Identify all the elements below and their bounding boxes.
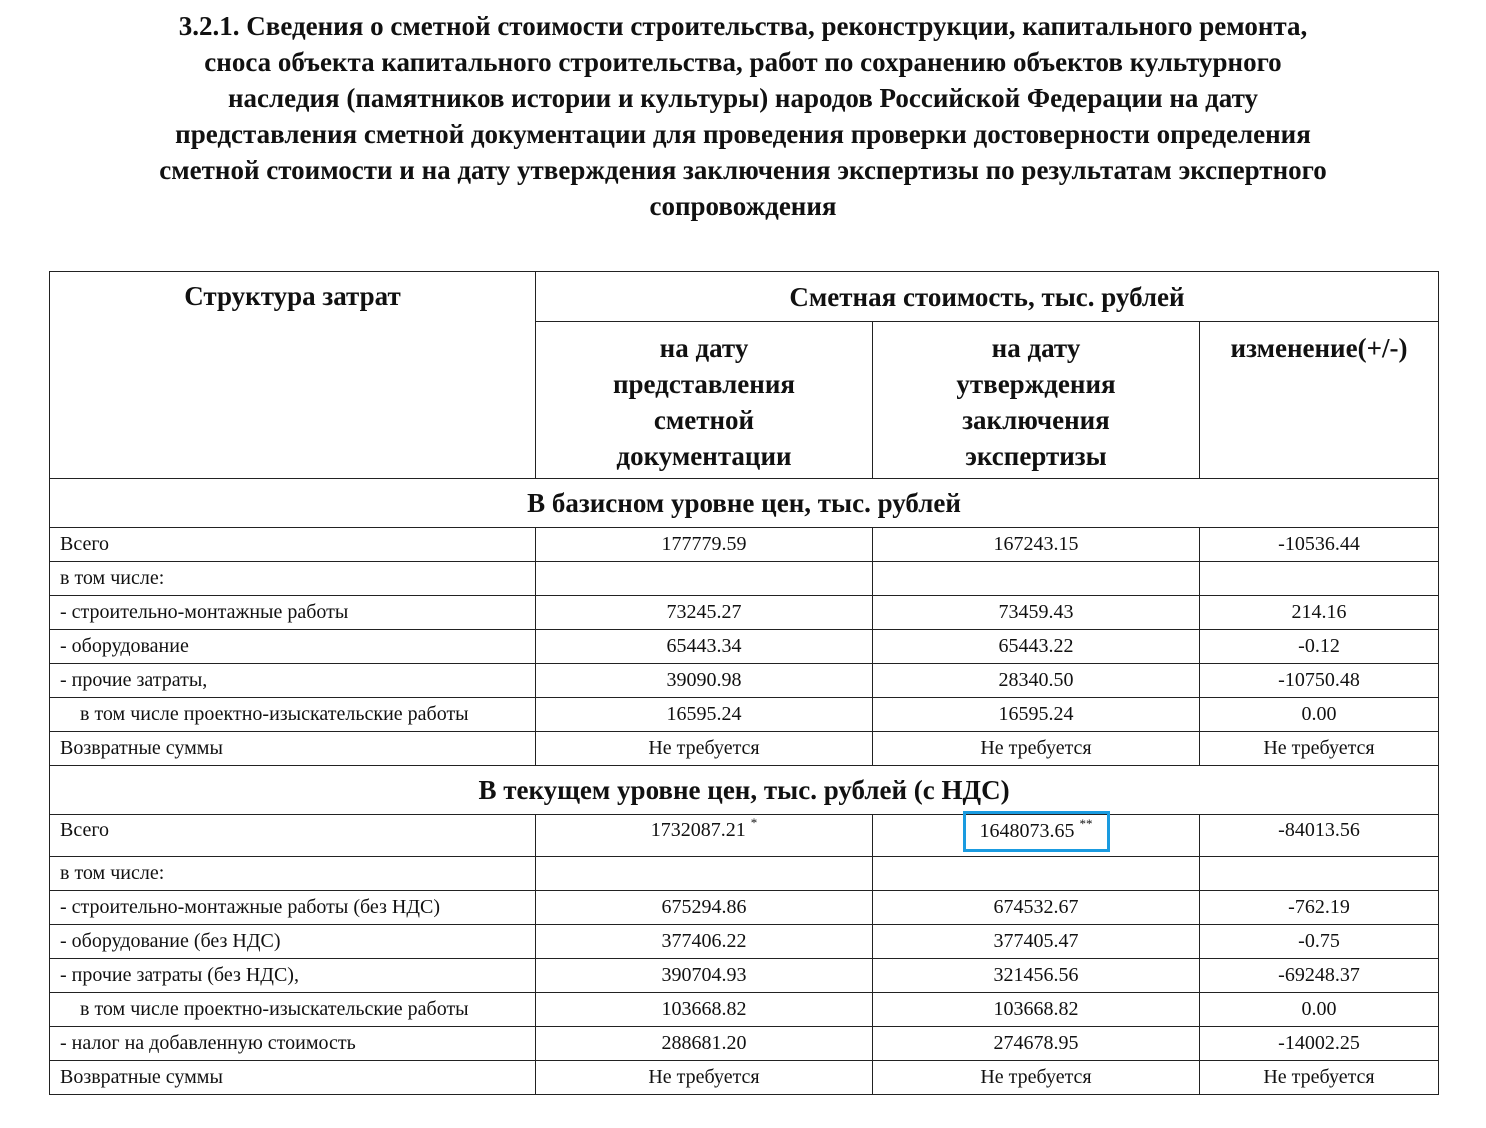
cell-approved: 16595.24 [872, 697, 1200, 732]
cell-change: Не требуется [1198, 1060, 1440, 1095]
cell-approved [872, 561, 1200, 596]
cell-submitted: 103668.82 [535, 992, 873, 1027]
cell-submitted: 39090.98 [535, 663, 873, 698]
cell-submitted: Не требуется [535, 1060, 873, 1095]
cost-table: Структура затрат Сметная стоимость, тыс.… [48, 271, 1440, 1095]
table-row: - строительно-монтажные работы 73245.27 73… [49, 595, 1440, 630]
table-row: - прочие затраты, 39090.98 28340.50 -10750.… [49, 663, 1440, 698]
cell-change: -10536.44 [1198, 527, 1440, 562]
table-row: - оборудование (без НДС) 377406.22 377405.… [49, 924, 1440, 959]
cell-submitted: 377406.22 [535, 924, 873, 959]
cell-submitted [535, 561, 873, 596]
header-approved: на дату утверждения заключения экспертиз… [872, 321, 1200, 479]
cell-approved: 28340.50 [872, 663, 1200, 698]
cell-approved: Не требуется [872, 731, 1200, 766]
cell-submitted: 390704.93 [535, 958, 873, 993]
table-row: Возвратные суммы Не требуется Не требуется… [49, 1060, 1440, 1095]
cell-approved: 274678.95 [872, 1026, 1200, 1061]
cell-submitted: 73245.27 [535, 595, 873, 630]
cell-change: 0.00 [1198, 697, 1440, 732]
section-title: В текущем уровне цен, тыс. рублей (с НДС… [48, 765, 1440, 815]
table-row: - налог на добавленную стоимость 288681.2… [49, 1026, 1440, 1061]
row-label: в том числе проектно-изыскательские рабо… [49, 697, 536, 732]
row-label: - строительно-монтажные работы (без НДС) [49, 890, 536, 925]
cell-submitted: 288681.20 [535, 1026, 873, 1061]
section-header-row: В базисном уровне цен, тыс. рублей [48, 478, 1440, 528]
title-line: сметной стоимости и на дату утверждения … [159, 155, 1327, 185]
row-label: - прочие затраты, [49, 663, 536, 698]
row-label: - прочие затраты (без НДС), [49, 958, 536, 993]
table-row: Возвратные суммы Не требуется Не требуется… [49, 731, 1440, 766]
table-row: в том числе проектно-изыскательские рабо… [49, 992, 1440, 1027]
section-header-row: В текущем уровне цен, тыс. рублей (с НДС… [48, 765, 1440, 815]
cell-change: -10750.48 [1198, 663, 1440, 698]
cell-approved: 167243.15 [872, 527, 1200, 562]
cell-change: 0.00 [1198, 992, 1440, 1027]
row-label: в том числе: [49, 561, 536, 596]
cell-change [1198, 856, 1440, 891]
header-change: изменение(+/-) [1198, 321, 1440, 479]
row-label: - оборудование [49, 629, 536, 664]
row-label: в том числе: [49, 856, 536, 891]
cell-change: -0.12 [1198, 629, 1440, 664]
table-row: в том числе: [49, 561, 1440, 596]
row-label: Всего [49, 527, 536, 562]
table-row: в том числе проектно-изыскательские рабо… [49, 697, 1440, 732]
row-label: - строительно-монтажные работы [49, 595, 536, 630]
cell-change: -84013.56 [1198, 814, 1440, 857]
cell-change: 214.16 [1198, 595, 1440, 630]
cell-approved: 103668.82 [872, 992, 1200, 1027]
section-title: В базисном уровне цен, тыс. рублей [48, 478, 1440, 528]
value: 1648073.65 [979, 820, 1075, 842]
row-label: Возвратные суммы [49, 731, 536, 766]
title-line: сноса объекта капитального строительства… [204, 47, 1282, 77]
cell-change: -14002.25 [1198, 1026, 1440, 1061]
row-label: Всего [49, 814, 536, 857]
cell-approved: 674532.67 [872, 890, 1200, 925]
cell-approved [872, 856, 1200, 891]
title-line: наследия (памятников истории и культуры)… [227, 83, 1259, 113]
cell-change: -762.19 [1198, 890, 1440, 925]
header-submitted: на дату представления сметной документац… [535, 321, 873, 479]
cell-approved: 1648073.65 ** [872, 811, 1200, 857]
title-line: представления сметной документации для п… [175, 119, 1311, 149]
cell-change: Не требуется [1198, 731, 1440, 766]
row-label: - оборудование (без НДС) [49, 924, 536, 959]
value: 1732087.21 [650, 819, 746, 841]
footnote-mark: ** [1079, 816, 1093, 831]
cell-change: -69248.37 [1198, 958, 1440, 993]
cell-submitted: Не требуется [535, 731, 873, 766]
table-row: - строительно-монтажные работы (без НДС)… [49, 890, 1440, 925]
table-row: Всего 177779.59 167243.15 -10536.44 [49, 527, 1440, 562]
cell-change: -0.75 [1198, 924, 1440, 959]
cell-submitted: 675294.86 [535, 890, 873, 925]
cell-submitted: 65443.34 [535, 629, 873, 664]
footnote-mark: * [750, 815, 758, 830]
cell-submitted [535, 856, 873, 891]
cell-approved: 321456.56 [872, 958, 1200, 993]
row-label: Возвратные суммы [49, 1060, 536, 1095]
table-row-total: Всего 1732087.21 * 1648073.65 ** -84013.56 [49, 811, 1440, 857]
cell-submitted: 1732087.21 * [535, 814, 873, 857]
title-line: сопровождения [649, 191, 837, 221]
row-label: - налог на добавленную стоимость [49, 1026, 536, 1061]
cell-submitted: 177779.59 [535, 527, 873, 562]
header-cost: Сметная стоимость, тыс. рублей [534, 271, 1440, 322]
table-row: - прочие затраты (без НДС), 390704.93 3214… [49, 958, 1440, 993]
highlight-box: 1648073.65 ** [962, 811, 1110, 852]
cell-approved: 377405.47 [872, 924, 1200, 959]
row-label: в том числе проектно-изыскательские рабо… [49, 992, 536, 1027]
cell-approved: 73459.43 [872, 595, 1200, 630]
cell-submitted: 16595.24 [535, 697, 873, 732]
cell-approved: Не требуется [872, 1060, 1200, 1095]
cell-approved: 65443.22 [872, 629, 1200, 664]
header-structure: Структура затрат [49, 271, 536, 479]
table-row: - оборудование 65443.34 65443.22 -0.12 [49, 629, 1440, 664]
table-row: в том числе: [49, 856, 1440, 891]
title-line: 3.2.1. Сведения о сметной стоимости стро… [178, 11, 1308, 41]
document-title: 3.2.1. Сведения о сметной стоимости стро… [40, 8, 1446, 224]
cell-change [1198, 561, 1440, 596]
